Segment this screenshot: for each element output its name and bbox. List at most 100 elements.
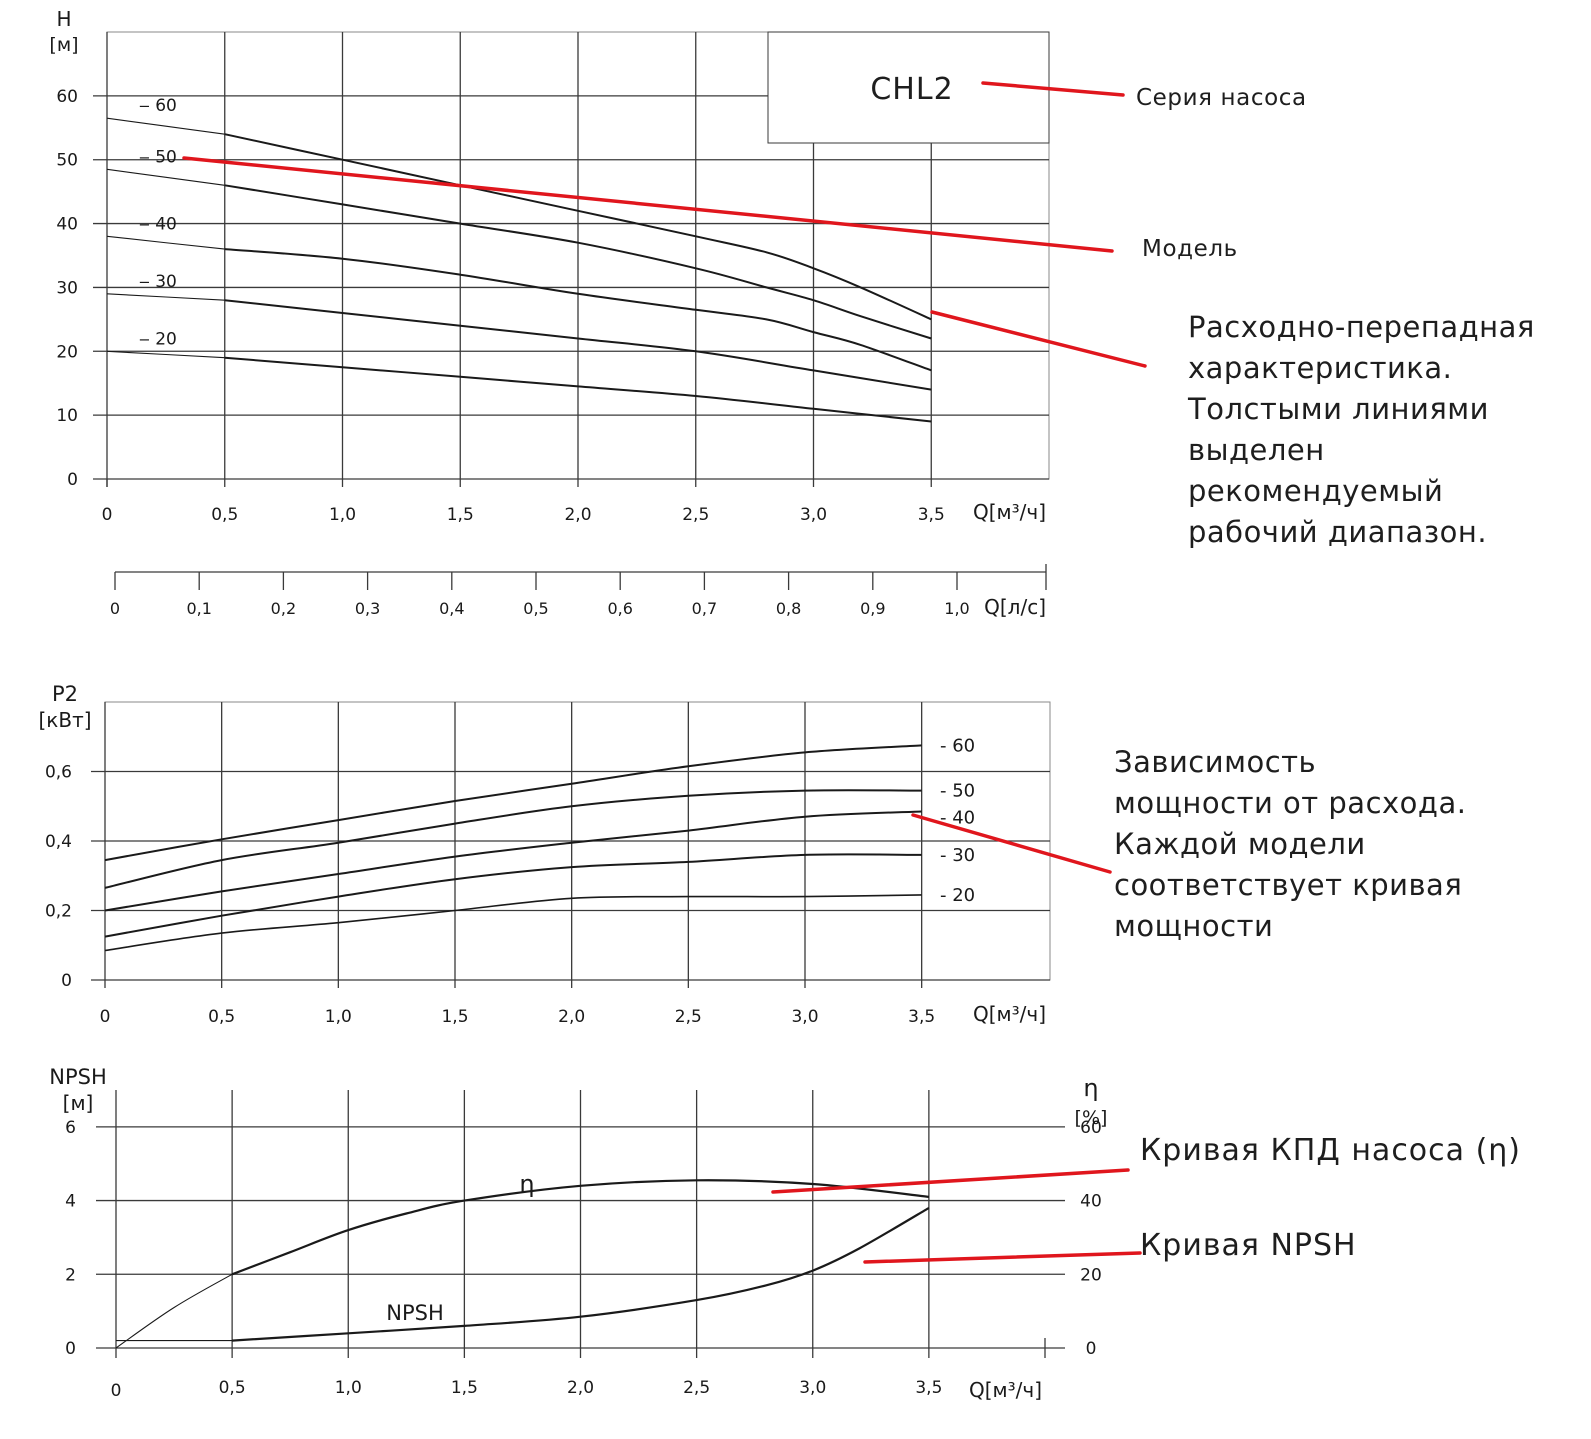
head-chart-xunit: Q[м³/ч] <box>973 500 1046 524</box>
npsh-xtick-label-3: 1,5 <box>451 1378 478 1398</box>
pointer-model <box>184 158 1112 251</box>
power-curve-label--30: - 30 <box>940 845 975 866</box>
power-chart-ticks: 0 0,5 1,0 1,5 2,0 2,5 3,0 3,5 0 0,2 0,4 0,6 <box>45 763 935 1028</box>
power-chart-curves <box>105 745 922 950</box>
head-xtick-label-2: 1,0 <box>329 505 356 525</box>
flow-ls-tick-label-7: 0,7 <box>692 599 717 618</box>
power-xtick-label-5: 2,5 <box>675 1007 702 1027</box>
head-curve--40-thin <box>107 236 225 249</box>
head-ytick-label-0: 0 <box>67 470 78 490</box>
npsh-xtick-label-6: 3,0 <box>799 1378 826 1398</box>
flow-ls-tick-label-2: 0,2 <box>271 599 296 618</box>
power-xtick-label-3: 1,5 <box>441 1007 468 1027</box>
head-chart: CHL2 ‒ 60 ‒ 50 ‒ 40 ‒ 30 ‒ 20 0 0,5 1,0 1,5 2,0 2… <box>49 7 1049 525</box>
head-ytick-label-5: 50 <box>56 151 78 171</box>
flow-ls-tick-label-10: 1,0 <box>944 599 969 618</box>
flow-ls-axis-ticks: 0 0,1 0,2 0,3 0,4 0,5 0,6 0,7 0,8 0,9 1,0 <box>110 564 1046 618</box>
head-curve--60-thin <box>107 118 225 134</box>
power-ytick-label-2: 0,4 <box>45 832 72 852</box>
flow-ls-tick-label-4: 0,4 <box>439 599 464 618</box>
power-chart-xunit: Q[м³/ч] <box>973 1002 1046 1026</box>
npsh-xtick-label-5: 2,5 <box>683 1378 710 1398</box>
head-curve-label--20: ‒ 20 <box>139 329 177 349</box>
npsh-xtick-label-7: 3,5 <box>915 1378 942 1398</box>
head-xtick-label-7: 3,5 <box>918 505 945 525</box>
head-curve-label--40: ‒ 40 <box>139 214 177 234</box>
annotation-series: Серия насоса <box>1136 83 1307 113</box>
power-ytick-label-0: 0 <box>61 971 72 991</box>
head-curve-label--50: ‒ 50 <box>139 147 177 167</box>
power-curve-label--60: - 60 <box>940 735 975 756</box>
head-ytick-label-2: 20 <box>56 342 78 362</box>
pointer-eff <box>773 1170 1128 1192</box>
power-curve-label--20: - 20 <box>940 885 975 906</box>
power-ytick-label-3: 0,6 <box>45 763 72 783</box>
power-xtick-label-6: 3,0 <box>791 1007 818 1027</box>
annotation-power: Зависимость мощности от расхода. Каждой … <box>1114 742 1466 947</box>
power-chart-curve-labels: - 60- 50- 40- 30- 20 <box>940 735 975 905</box>
power-xtick-label-1: 0,5 <box>208 1007 235 1027</box>
head-xtick-label-0: 0 <box>102 505 113 525</box>
npsh-xtick-label-2: 1,0 <box>335 1378 362 1398</box>
power-xtick-label-0: 0 <box>100 1007 111 1027</box>
npsh-ytick-label-0: 0 <box>65 1339 76 1359</box>
annotation-head-curve: Расходно-перепадная характеристика. Толс… <box>1188 307 1535 553</box>
power-curve--60 <box>105 745 922 860</box>
eff-y2tick-label-0: 0 <box>1086 1339 1097 1359</box>
annotation-pointers <box>184 83 1145 1262</box>
power-curve--20 <box>105 895 922 951</box>
power-ytick-label-1: 0,2 <box>45 902 72 922</box>
flow-ls-axis-unit: Q[л/с] <box>984 595 1046 619</box>
head-chart-curve-labels: ‒ 60 ‒ 50 ‒ 40 ‒ 30 ‒ 20 <box>139 96 177 349</box>
flow-ls-tick-label-3: 0,3 <box>355 599 380 618</box>
npsh-curve-label: NPSH <box>386 1301 444 1325</box>
head-curve-label--60: ‒ 60 <box>139 96 177 116</box>
eff-y2tick-label-1: 20 <box>1080 1265 1102 1285</box>
head-ytick-label-4: 40 <box>56 215 78 235</box>
npsh-xtick-label-4: 2,0 <box>567 1378 594 1398</box>
flow-ls-tick-label-0: 0 <box>110 599 120 618</box>
power-curve--30 <box>105 854 922 936</box>
eff-curve-thin <box>116 1274 232 1348</box>
power-chart: - 60 - 50 - 40 - 30 - 20 0 0,5 1,0 1,5 2,0 2,5 3,0… <box>38 682 1050 1027</box>
npsh-eff-chart-y2label: η <box>1083 1074 1098 1102</box>
npsh-eff-chart-yunit: [м] <box>63 1091 94 1115</box>
head-chart-legend-box: CHL2 <box>768 32 1049 143</box>
head-xtick-label-4: 2,0 <box>564 505 591 525</box>
npsh-xtick-label-1: 0,5 <box>219 1378 246 1398</box>
power-xtick-label-4: 2,0 <box>558 1007 585 1027</box>
npsh-eff-chart-xunit: Q[м³/ч] <box>969 1378 1042 1402</box>
npsh-eff-chart-curves <box>116 1180 929 1348</box>
npsh-ytick-label-2: 4 <box>65 1192 76 1212</box>
head-ytick-label-3: 30 <box>56 278 78 298</box>
power-chart-grid <box>91 702 1050 988</box>
legend-box-title: CHL2 <box>870 72 953 107</box>
pointer-npsh <box>865 1253 1140 1262</box>
power-xtick-label-2: 1,0 <box>325 1007 352 1027</box>
head-ytick-label-6: 60 <box>56 87 78 107</box>
head-xtick-label-1: 0,5 <box>211 505 238 525</box>
power-curve-label--50: - 50 <box>940 781 975 802</box>
npsh-ytick-label-1: 2 <box>65 1265 76 1285</box>
annotation-model: Модель <box>1142 234 1238 264</box>
annotation-eff: Кривая КПД насоса (η) <box>1140 1133 1521 1168</box>
power-chart-ylabel: P2 <box>52 682 78 706</box>
npsh-eff-chart-ylabel: NPSH <box>49 1065 107 1089</box>
head-ytick-label-1: 10 <box>56 406 78 426</box>
head-curve--30-thin <box>107 294 225 300</box>
head-curve--20-thin <box>107 351 225 357</box>
eff-curve-label: η <box>519 1170 534 1198</box>
npsh-eff-chart-y2unit: [%] <box>1075 1107 1108 1129</box>
power-chart-yunit: [кВт] <box>38 708 91 732</box>
flow-ls-tick-label-5: 0,5 <box>523 599 548 618</box>
head-xtick-label-5: 2,5 <box>682 505 709 525</box>
head-curve--50-thin <box>107 169 225 185</box>
head-chart-ylabel: H <box>56 7 71 31</box>
pointer-head-curve <box>932 312 1145 366</box>
power-xtick-label-7: 3,5 <box>908 1007 935 1027</box>
head-chart-yunit: [м] <box>49 34 78 56</box>
pump-curves-figure: CHL2 ‒ 60‒ 50‒ 40‒ 30‒ 20 0 0,5 1,0 1,5 2,0 2… <box>0 0 1591 1439</box>
flow-ls-tick-label-1: 0,1 <box>186 599 211 618</box>
flow-ls-axis: 0 0,1 0,2 0,3 0,4 0,5 0,6 0,7 0,8 0,9 1,0 Q[л/с] <box>110 564 1046 619</box>
flow-ls-tick-label-9: 0,9 <box>860 599 885 618</box>
